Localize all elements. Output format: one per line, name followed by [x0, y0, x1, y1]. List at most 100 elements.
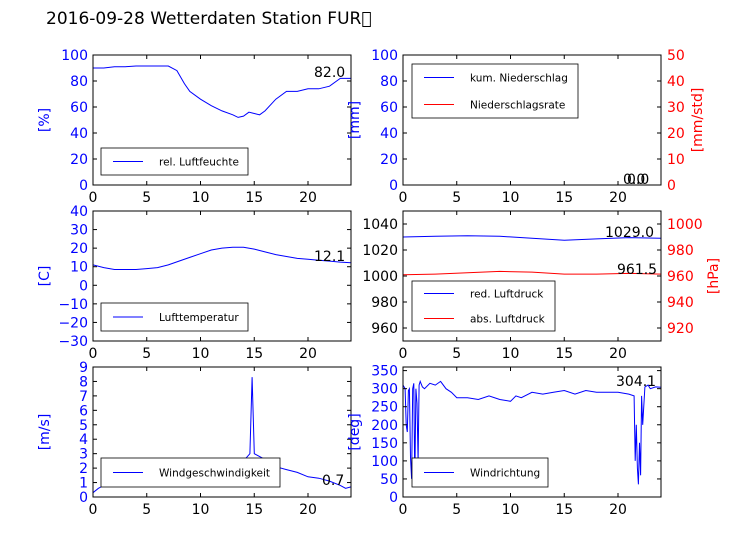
- y-tick-label: 100: [371, 48, 398, 64]
- y-right-tick-label: 960: [667, 269, 694, 285]
- x-tick-label: 0: [399, 190, 408, 206]
- y-right-tick-label: 940: [667, 295, 694, 311]
- x-tick-label: 10: [502, 502, 520, 518]
- panel-5: 0 5 10 15 200123456789[m/s]Windgeschwindigke…: [37, 360, 352, 518]
- y-tick-label: 6: [79, 403, 88, 419]
- x-tick-label: 20: [609, 502, 627, 518]
- x-tick-label: 10: [502, 190, 520, 206]
- y-axis-label: [deg]: [347, 413, 363, 450]
- value-annotation: 12.1: [314, 249, 345, 265]
- y-right-axis-label: [hPa]: [706, 258, 722, 294]
- value-annotation: 1029.0: [605, 225, 654, 241]
- x-tick-label: 15: [245, 346, 263, 362]
- y-right-tick-label: 40: [667, 74, 685, 90]
- y-right-tick-label: 1000: [667, 217, 703, 233]
- y-right-tick-label: 920: [667, 321, 694, 337]
- y-tick-label: 60: [70, 100, 88, 116]
- y-tick-label: 5: [79, 418, 88, 434]
- y-tick-label: −20: [58, 315, 88, 331]
- y-tick-label: 3: [79, 447, 88, 463]
- series-line: [93, 65, 351, 118]
- x-tick-label: 20: [609, 190, 627, 206]
- value-annotation: 0.7: [322, 473, 344, 489]
- y-tick-label: 100: [61, 48, 88, 64]
- y-axis-label: [%]: [37, 108, 53, 132]
- value-annotation: 304.1: [616, 374, 656, 390]
- y-tick-label: 980: [371, 295, 398, 311]
- y-tick-label: 0: [79, 278, 88, 294]
- value-annotation: 0.0: [623, 172, 645, 188]
- y-tick-label: 150: [371, 436, 398, 452]
- x-tick-label: 15: [245, 190, 263, 206]
- x-tick-label: 10: [502, 346, 520, 362]
- y-right-tick-label: 20: [667, 126, 685, 142]
- x-tick-label: 5: [142, 502, 151, 518]
- y-tick-label: 1: [79, 476, 88, 492]
- x-tick-label: 5: [452, 502, 461, 518]
- x-tick-label: 5: [452, 346, 461, 362]
- y-right-tick-label: 30: [667, 100, 685, 116]
- x-tick-label: 15: [555, 502, 573, 518]
- x-tick-label: 15: [555, 190, 573, 206]
- legend-box: [411, 280, 556, 332]
- x-tick-label: 15: [245, 502, 263, 518]
- y-tick-label: 40: [70, 126, 88, 142]
- x-tick-label: 20: [299, 346, 317, 362]
- x-tick-label: 5: [142, 346, 151, 362]
- y-tick-label: 10: [70, 260, 88, 276]
- panel-1: 0 5 10 15 20 0 20 40 60 80 100 [%] rel. Luftfeuchte 8…: [37, 48, 352, 206]
- legend-label: kum. Niederschlag: [470, 73, 568, 85]
- y-tick-label: 0: [389, 490, 398, 506]
- y-tick-label: 0: [79, 178, 88, 194]
- y-tick-label: 250: [371, 400, 398, 416]
- x-tick-label: 10: [192, 190, 210, 206]
- legend-label: red. Luftdruck: [470, 289, 544, 301]
- legend-label: Windgeschwindigkeit: [159, 468, 270, 480]
- panel-4: 0 5 10 15 20 960 980 1000 1020 1040 920 940 960 980 10…: [362, 210, 722, 362]
- value-annotation: 961.5: [617, 262, 657, 278]
- legend-label: Niederschlagsrate: [470, 100, 565, 112]
- value-annotation: 82.0: [314, 65, 345, 81]
- y-tick-label: 4: [79, 432, 88, 448]
- x-tick-label: 0: [399, 502, 408, 518]
- x-tick-label: 10: [192, 346, 210, 362]
- legend-box: [411, 63, 579, 119]
- x-tick-label: 20: [609, 346, 627, 362]
- y-right-tick-label: 10: [667, 152, 685, 168]
- x-tick-label: 20: [299, 190, 317, 206]
- y-tick-label: 0: [389, 178, 398, 194]
- series-line: [403, 270, 661, 276]
- value-annotation: 0.0: [627, 172, 649, 188]
- x-tick-label: 20: [299, 502, 317, 518]
- x-tick-label: 5: [452, 190, 461, 206]
- y-tick-label: −30: [58, 334, 88, 350]
- y-tick-label: 9: [79, 360, 88, 376]
- y-tick-label: 350: [371, 364, 398, 380]
- axes-frame: [402, 54, 662, 186]
- series-line: [403, 235, 661, 241]
- y-tick-label: 50: [380, 472, 398, 488]
- y-tick-label: 1040: [362, 217, 398, 233]
- y-tick-label: 100: [371, 454, 398, 470]
- y-tick-label: 8: [79, 374, 88, 390]
- y-right-tick-label: 50: [667, 48, 685, 64]
- axes-frame: [92, 366, 352, 498]
- y-axis-label: [C]: [37, 266, 53, 287]
- y-tick-label: 20: [380, 152, 398, 168]
- y-tick-label: 960: [371, 321, 398, 337]
- x-tick-label: 5: [142, 190, 151, 206]
- y-tick-label: 40: [380, 126, 398, 142]
- series-line: [403, 379, 661, 485]
- y-tick-label: 1000: [362, 269, 398, 285]
- x-tick-label: 0: [89, 346, 98, 362]
- axes-frame: [402, 366, 662, 498]
- axes-frame: [92, 210, 352, 342]
- legend-label: abs. Luftdruck: [470, 314, 546, 326]
- axes-frame: [92, 54, 352, 186]
- y-tick-label: 20: [70, 241, 88, 257]
- y-tick-label: 1020: [362, 243, 398, 259]
- y-tick-label: 30: [70, 223, 88, 239]
- y-tick-label: 200: [371, 418, 398, 434]
- y-tick-label: 0: [79, 490, 88, 506]
